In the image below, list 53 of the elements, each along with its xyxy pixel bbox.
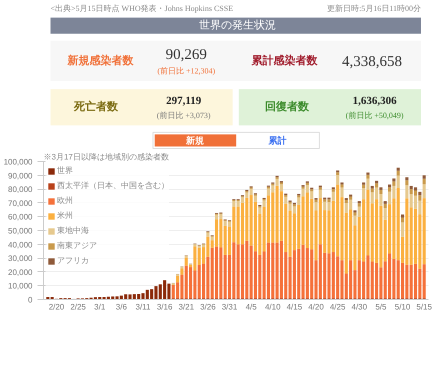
y-tick-label: 30,000 (8, 254, 34, 264)
y-tick-label: 0 (28, 296, 34, 304)
text: 90,269 (166, 46, 207, 63)
x-tick-label: 5/10 (394, 302, 411, 312)
x-tick-label: 4/30 (352, 302, 368, 312)
x-tick-label: 3/1 (94, 302, 106, 312)
x-tick-label: 3/21 (178, 302, 195, 312)
y-tick-label: 50,000 (8, 226, 34, 236)
text: 死亡者数 (73, 100, 120, 114)
text: 1,636,306 (352, 95, 398, 108)
text: 更新日時:5月16日11時00分 (327, 4, 421, 14)
x-tick-label: 4/25 (330, 302, 346, 312)
text: 累計 (267, 135, 286, 146)
x-tick-label: 5/15 (416, 302, 433, 312)
x-tick-label: 2/25 (70, 302, 86, 312)
x-tick-label: 3/6 (116, 302, 128, 312)
y-tick-label: 90,000 (8, 171, 34, 180)
y-tick-label: 100,000 (4, 158, 34, 166)
x-tick-label: 5/5 (375, 302, 388, 312)
y-tick-label: 10,000 (8, 282, 34, 291)
legend-label: 西太平洋（日本、中国を含む） (57, 180, 169, 191)
text: <出典>5月15日時点 WHO発表・Johns Hopkins CSSE (50, 4, 234, 14)
text: (前日比 +50,049) (346, 110, 404, 120)
text: 新規 (185, 135, 204, 146)
x-tick-label: 3/31 (222, 302, 238, 312)
x-tick-label: 4/20 (308, 302, 324, 312)
x-tick-label: 4/10 (264, 302, 282, 312)
legend-label: 欧州 (57, 195, 74, 206)
legend-label: アフリカ (57, 255, 89, 266)
legend-label: 世界 (57, 165, 74, 176)
text: 新規感染者数 (66, 54, 134, 67)
x-tick-label: 4/5 (246, 302, 258, 312)
text: 297,119 (166, 95, 202, 108)
x-tick-label: 3/26 (200, 302, 216, 312)
legend-label: 米州 (57, 210, 74, 221)
text: 累計感染者数 (250, 54, 318, 67)
legend-label: 南東アジア (57, 240, 97, 251)
text: 回復者数 (264, 100, 310, 114)
y-tick-label: 70,000 (8, 198, 34, 208)
text: 4,338,658 (342, 54, 402, 70)
chart-subtitle: ※3月17日以降は地域別の感染者数 (44, 152, 169, 162)
y-tick-label: 80,000 (8, 185, 34, 194)
x-tick-label: 3/11 (136, 302, 152, 312)
text: 世界の発生状況 (199, 18, 276, 32)
x-tick-label: 3/16 (156, 302, 173, 312)
text: (前日比 +12,304) (157, 66, 216, 76)
x-tick-label: 4/15 (286, 302, 303, 312)
y-tick-label: 60,000 (8, 212, 34, 222)
legend-label: 東地中海 (57, 225, 89, 236)
text: (前日比 +3,073) (156, 110, 211, 120)
y-tick-label: 40,000 (8, 240, 34, 250)
x-tick-label: 2/20 (48, 302, 65, 312)
y-tick-label: 20,000 (8, 268, 34, 277)
